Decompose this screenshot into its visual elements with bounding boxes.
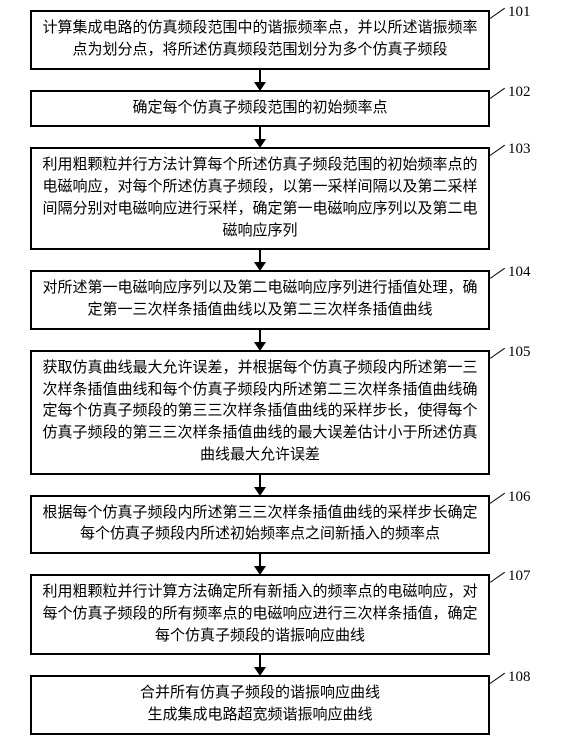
step-text: 对所述第一电磁响应序列以及第二电磁响应序列进行插值处理，确定第一三次样条插值曲线… xyxy=(42,280,477,318)
step-text: 利用粗颗粒并行计算方法确定所有新插入的频率点的电磁响应，对每个仿真子频段的所有频… xyxy=(42,584,477,644)
arrow-down-icon xyxy=(30,127,490,147)
step-text: 获取仿真曲线最大允许误差，并根据每个仿真子频段内所述第一三次样条插值曲线和每个仿… xyxy=(42,360,477,463)
step-label-103: 103 xyxy=(508,141,531,158)
step-box-103: 利用粗颗粒并行方法计算每个所述仿真子频段范围的初始频率点的电磁响应，对每个所述仿… xyxy=(30,147,490,250)
step-text: 合并所有仿真子频段的谐振响应曲线 生成集成电路超宽频谐振响应曲线 xyxy=(140,685,380,723)
arrow-down-icon xyxy=(30,250,490,270)
arrow-down-icon xyxy=(30,655,490,675)
step-box-108: 合并所有仿真子频段的谐振响应曲线 生成集成电路超宽频谐振响应曲线 xyxy=(30,675,490,735)
arrow-down-icon xyxy=(30,70,490,90)
step-box-107: 利用粗颗粒并行计算方法确定所有新插入的频率点的电磁响应，对每个仿真子频段的所有频… xyxy=(30,574,490,655)
step-box-102: 确定每个仿真子频段范围的初始频率点 xyxy=(30,90,490,128)
step-label-104: 104 xyxy=(508,264,531,281)
step-text: 确定每个仿真子频段范围的初始频率点 xyxy=(132,100,387,116)
arrow-down-icon xyxy=(30,475,490,495)
step-box-106: 根据每个仿真子频段内所述第三三次样条插值曲线的采样步长确定每个仿真子频段内所述初… xyxy=(30,495,490,555)
step-box-104: 对所述第一电磁响应序列以及第二电磁响应序列进行插值处理，确定第一三次样条插值曲线… xyxy=(30,270,490,330)
step-label-107: 107 xyxy=(508,568,531,585)
step-box-105: 获取仿真曲线最大允许误差，并根据每个仿真子频段内所述第一三次样条插值曲线和每个仿… xyxy=(30,350,490,475)
step-text: 根据每个仿真子频段内所述第三三次样条插值曲线的采样步长确定每个仿真子频段内所述初… xyxy=(42,505,477,543)
step-label-101: 101 xyxy=(508,4,531,21)
arrow-down-icon xyxy=(30,554,490,574)
step-label-106: 106 xyxy=(508,489,531,506)
step-text: 利用粗颗粒并行方法计算每个所述仿真子频段范围的初始频率点的电磁响应，对每个所述仿… xyxy=(42,157,477,238)
step-box-101: 计算集成电路的仿真频段范围中的谐振频率点，并以所述谐振频率点为划分点，将所述仿真… xyxy=(30,10,490,70)
step-label-105: 105 xyxy=(508,344,531,361)
step-label-108: 108 xyxy=(508,669,531,686)
step-label-102: 102 xyxy=(508,84,531,101)
arrow-down-icon xyxy=(30,330,490,350)
flowchart-container: 计算集成电路的仿真频段范围中的谐振频率点，并以所述谐振频率点为划分点，将所述仿真… xyxy=(30,10,532,735)
step-text: 计算集成电路的仿真频段范围中的谐振频率点，并以所述谐振频率点为划分点，将所述仿真… xyxy=(42,20,477,58)
